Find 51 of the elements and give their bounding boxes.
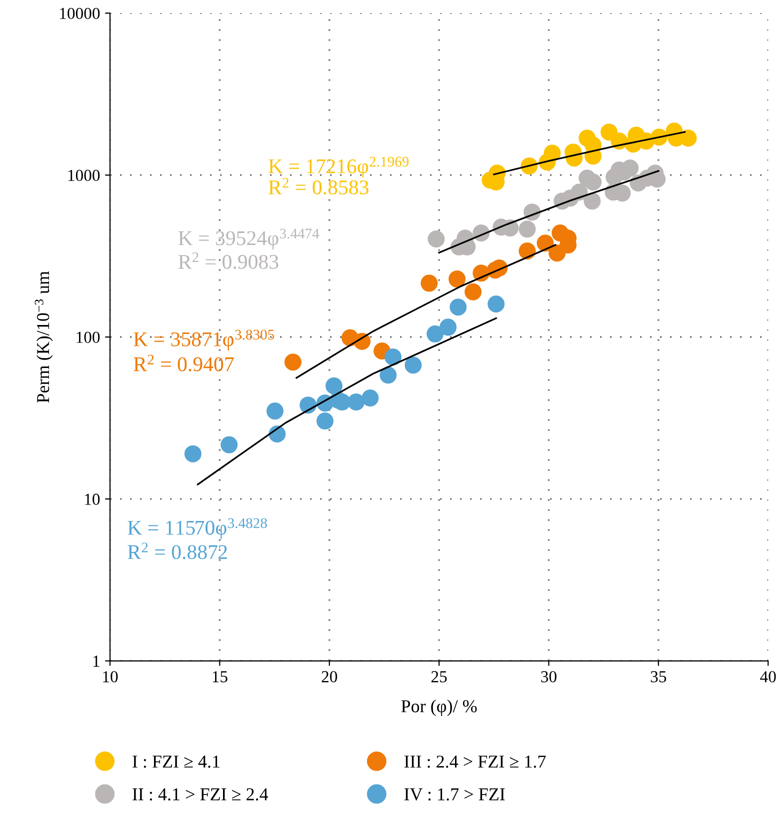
x-tick-label: 10 — [103, 671, 118, 682]
point — [404, 356, 422, 374]
point — [440, 318, 457, 336]
point — [184, 445, 202, 462]
legend-label: II : 4.1 > FZI ≥ 2.4 — [132, 788, 268, 801]
x-tick-label: 40 — [760, 671, 776, 682]
point — [420, 274, 438, 292]
point — [426, 325, 444, 342]
legend-label: III : 2.4 > FZI ≥ 1.7 — [404, 756, 546, 768]
point — [548, 244, 566, 262]
point — [316, 412, 334, 430]
point — [518, 242, 536, 260]
y-tick-label: 10 — [85, 494, 100, 505]
annotation: R$^{2}$ = 0.9407 — [134, 354, 234, 372]
point — [348, 393, 365, 410]
y-tick-label: 100 — [76, 332, 100, 343]
point — [544, 144, 561, 162]
point — [220, 436, 238, 454]
annotation: K = 11570φ$^{3.4828}$ — [128, 518, 267, 540]
annotation: K = 17216φ$^{2.1969}$ — [268, 156, 409, 178]
point — [448, 270, 466, 288]
y-axis-title: Perm (K)/10$^{−3}$ um — [34, 271, 53, 403]
x-tick-label: 20 — [322, 671, 338, 682]
y-tick-label: 10000 — [60, 8, 100, 20]
x-tick-label: 35 — [650, 671, 666, 682]
point — [584, 174, 602, 191]
legend-label: IV : 1.7 > FZI — [404, 788, 505, 801]
point — [488, 295, 505, 312]
point — [362, 390, 379, 407]
annotation: R$^{2}$ = 0.8583 — [268, 178, 368, 195]
annotation: K = 35871φ$^{3.8305}$ — [134, 330, 274, 351]
annotation: K = 39524φ$^{3.4474}$ — [178, 228, 320, 250]
x-tick-label: 30 — [541, 671, 556, 682]
annotation: R$^{2}$ = 0.8872 — [128, 542, 227, 560]
x-tick-label: 15 — [212, 671, 228, 682]
point — [464, 283, 482, 300]
point — [384, 348, 402, 366]
y-tick-label: 1 — [93, 656, 100, 667]
point — [266, 402, 284, 420]
x-axis-title: Por (φ)/ % — [401, 700, 477, 716]
y-tick-label: 1000 — [68, 170, 100, 182]
point — [428, 230, 445, 248]
point — [518, 220, 536, 238]
point — [380, 366, 397, 384]
annotation: R$^{2}$ = 0.9083 — [178, 252, 278, 270]
point — [450, 298, 467, 316]
point — [325, 377, 342, 394]
point — [284, 354, 302, 371]
x-tick-label: 25 — [431, 671, 447, 682]
legend-label: I : FZI ≥ 4.1 — [132, 756, 220, 768]
point — [584, 192, 601, 210]
